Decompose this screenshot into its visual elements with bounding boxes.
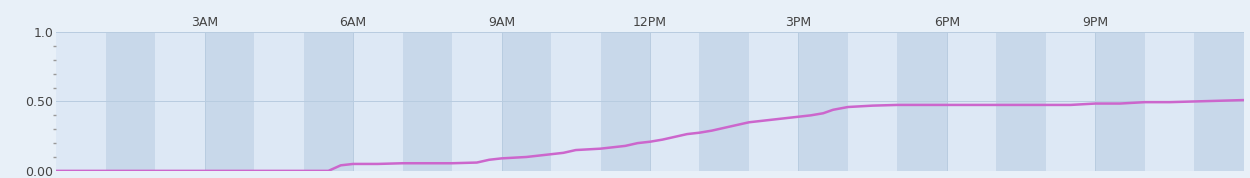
Bar [501,32,551,171]
Bar [898,32,948,171]
Bar [700,32,749,171]
Bar [1046,32,1095,171]
Bar [551,32,600,171]
Bar [749,32,799,171]
Bar [56,32,106,171]
Bar [254,32,304,171]
Bar [996,32,1046,171]
Bar [1145,32,1194,171]
Bar [650,32,700,171]
Bar [848,32,898,171]
Bar [155,32,205,171]
Bar [354,32,402,171]
Bar [205,32,254,171]
Bar [106,32,155,171]
Bar [600,32,650,171]
Bar [1095,32,1145,171]
Bar [1194,32,1244,171]
Bar [402,32,452,171]
Bar [304,32,354,171]
Bar [948,32,996,171]
Bar [799,32,848,171]
Bar [452,32,501,171]
